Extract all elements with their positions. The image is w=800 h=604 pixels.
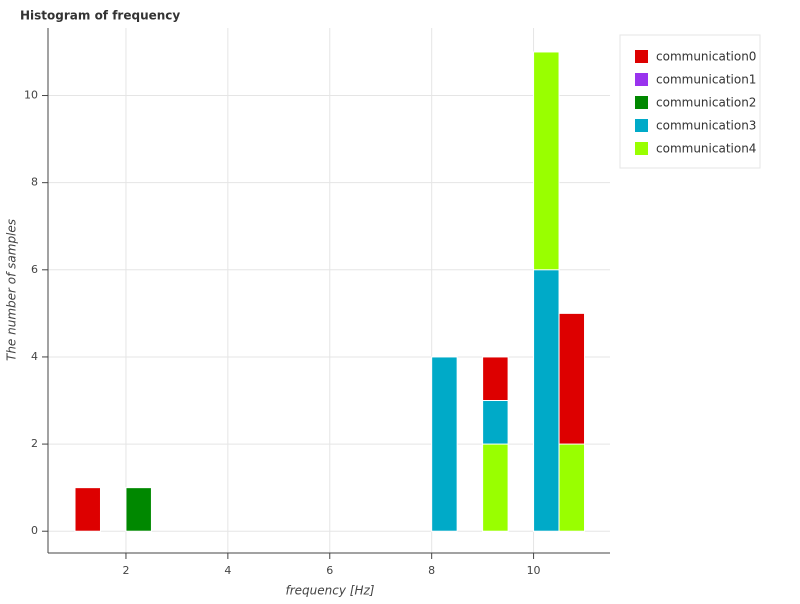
legend-swatch [635, 119, 648, 132]
legend-label: communication1 [656, 73, 756, 87]
bar [125, 487, 152, 532]
legend-swatch [635, 50, 648, 63]
bar [482, 443, 509, 532]
legend-label: communication4 [656, 142, 756, 156]
legend-label: communication0 [656, 50, 756, 64]
bar [533, 269, 560, 532]
legend-swatch [635, 96, 648, 109]
legend-label: communication3 [656, 119, 756, 133]
y-tick-label: 8 [31, 176, 38, 189]
x-tick-label: 4 [224, 564, 231, 577]
bar [558, 443, 586, 532]
x-axis-label: frequency [Hz] [286, 584, 375, 598]
x-tick-label: 6 [326, 564, 333, 577]
y-tick-label: 0 [31, 524, 38, 537]
y-tick-label: 2 [31, 437, 38, 450]
y-tick-label: 10 [24, 89, 38, 102]
y-axis-label: The number of samples [5, 219, 19, 361]
x-tick-label: 10 [527, 564, 541, 577]
legend: communication0 communication1 communicatio… [619, 34, 761, 169]
x-tick-label: 8 [428, 564, 435, 577]
bar [431, 356, 458, 532]
legend-swatch [635, 73, 648, 86]
grid [48, 28, 610, 553]
legend-swatch [635, 142, 648, 155]
x-tick-label: 2 [122, 564, 129, 577]
y-tick-label: 6 [31, 263, 38, 276]
legend-label: communication2 [656, 96, 756, 110]
bar [74, 487, 101, 532]
y-tick-label: 4 [31, 350, 38, 363]
chart-title: Histogram of frequency [20, 9, 180, 23]
